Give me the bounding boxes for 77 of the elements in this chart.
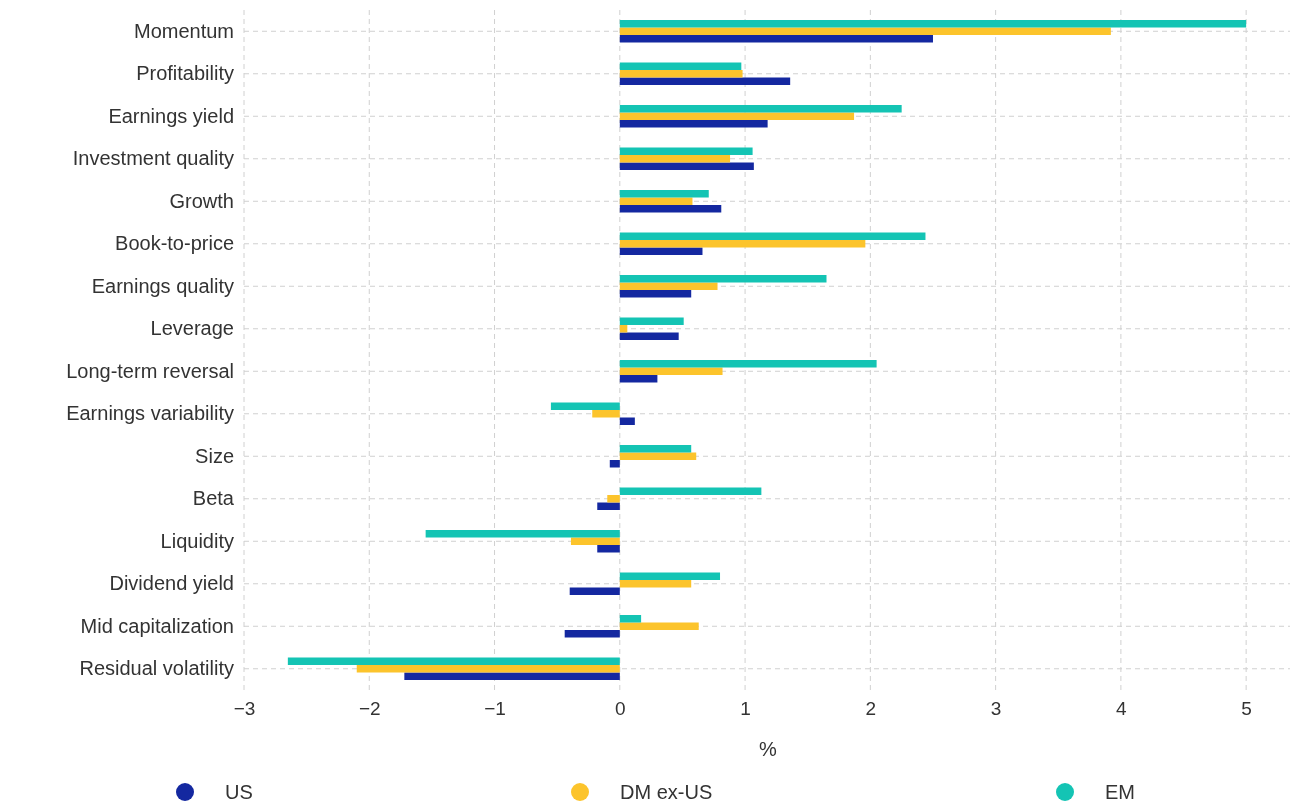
- bar: [619, 445, 692, 453]
- bar: [569, 587, 620, 595]
- bar: [619, 572, 721, 580]
- bar: [287, 657, 620, 665]
- bar: [564, 630, 620, 638]
- y-tick-label: Momentum: [133, 19, 234, 42]
- x-axis-title: %: [758, 738, 777, 760]
- y-tick-label: Dividend yield: [109, 572, 234, 595]
- bar: [619, 367, 723, 375]
- x-tick-label: −1: [484, 698, 506, 720]
- x-tick-label: 2: [865, 698, 877, 720]
- bar: [619, 105, 902, 113]
- bar: [619, 622, 699, 630]
- bar: [619, 452, 697, 460]
- bar: [619, 77, 791, 85]
- y-tick-label: Leverage: [150, 317, 234, 340]
- bar: [619, 240, 866, 248]
- y-tick-label: Investment quality: [72, 147, 234, 170]
- bar: [619, 487, 762, 495]
- y-tick-label: Earnings variability: [66, 402, 234, 425]
- bar: [619, 360, 877, 368]
- bar: [619, 35, 933, 43]
- bar: [619, 282, 718, 290]
- x-tick-label: 1: [740, 698, 751, 720]
- y-tick-label: Residual volatility: [79, 657, 234, 680]
- bar: [356, 665, 620, 673]
- y-tick-label: Book-to-price: [115, 232, 234, 255]
- x-tick-label: 5: [1241, 698, 1252, 720]
- legend-label: US: [225, 781, 253, 803]
- bar: [550, 402, 620, 410]
- y-tick-label: Earnings yield: [108, 104, 234, 127]
- bar: [619, 27, 1111, 35]
- bar: [619, 332, 679, 340]
- bar: [619, 20, 1247, 28]
- x-tick-label: 3: [990, 698, 1002, 720]
- x-tick-label: 0: [615, 698, 626, 720]
- bar: [619, 580, 692, 588]
- bar: [619, 155, 731, 163]
- bar: [619, 70, 743, 78]
- bar: [597, 545, 620, 553]
- x-tick-label: −3: [233, 698, 256, 720]
- bar: [619, 62, 742, 70]
- bar: [597, 502, 620, 510]
- bar: [619, 325, 628, 333]
- y-tick-label: Long-term reversal: [66, 359, 234, 382]
- bar: [609, 460, 620, 468]
- bar: [619, 205, 722, 213]
- y-tick-label: Size: [195, 444, 234, 467]
- legend-label: DM ex-US: [620, 781, 713, 803]
- bar: [619, 147, 753, 155]
- bar: [592, 410, 620, 418]
- y-tick-label: Earnings quality: [91, 274, 234, 297]
- bar: [619, 290, 692, 298]
- bar: [619, 232, 926, 240]
- bar: [619, 417, 635, 425]
- x-tick-label: −2: [358, 698, 381, 720]
- bar: [619, 162, 754, 170]
- bar: [619, 317, 684, 325]
- bar: [570, 537, 620, 545]
- bar: [607, 495, 620, 503]
- y-tick-label: Growth: [169, 189, 234, 212]
- y-tick-label: Liquidity: [160, 529, 234, 552]
- y-tick-label: Profitability: [136, 62, 234, 85]
- y-tick-label: Beta: [192, 487, 235, 510]
- bar: [619, 120, 768, 128]
- y-tick-label: Mid capitalization: [80, 614, 234, 637]
- bar: [619, 190, 709, 198]
- bar: [619, 197, 693, 205]
- bar: [619, 615, 642, 623]
- bar: [619, 375, 658, 383]
- bar: [619, 275, 827, 283]
- legend-label: EM: [1105, 781, 1135, 803]
- bar: [404, 672, 620, 680]
- bar: [619, 247, 703, 255]
- bar: [425, 530, 620, 538]
- x-tick-label: 4: [1116, 698, 1128, 720]
- bar: [619, 112, 855, 120]
